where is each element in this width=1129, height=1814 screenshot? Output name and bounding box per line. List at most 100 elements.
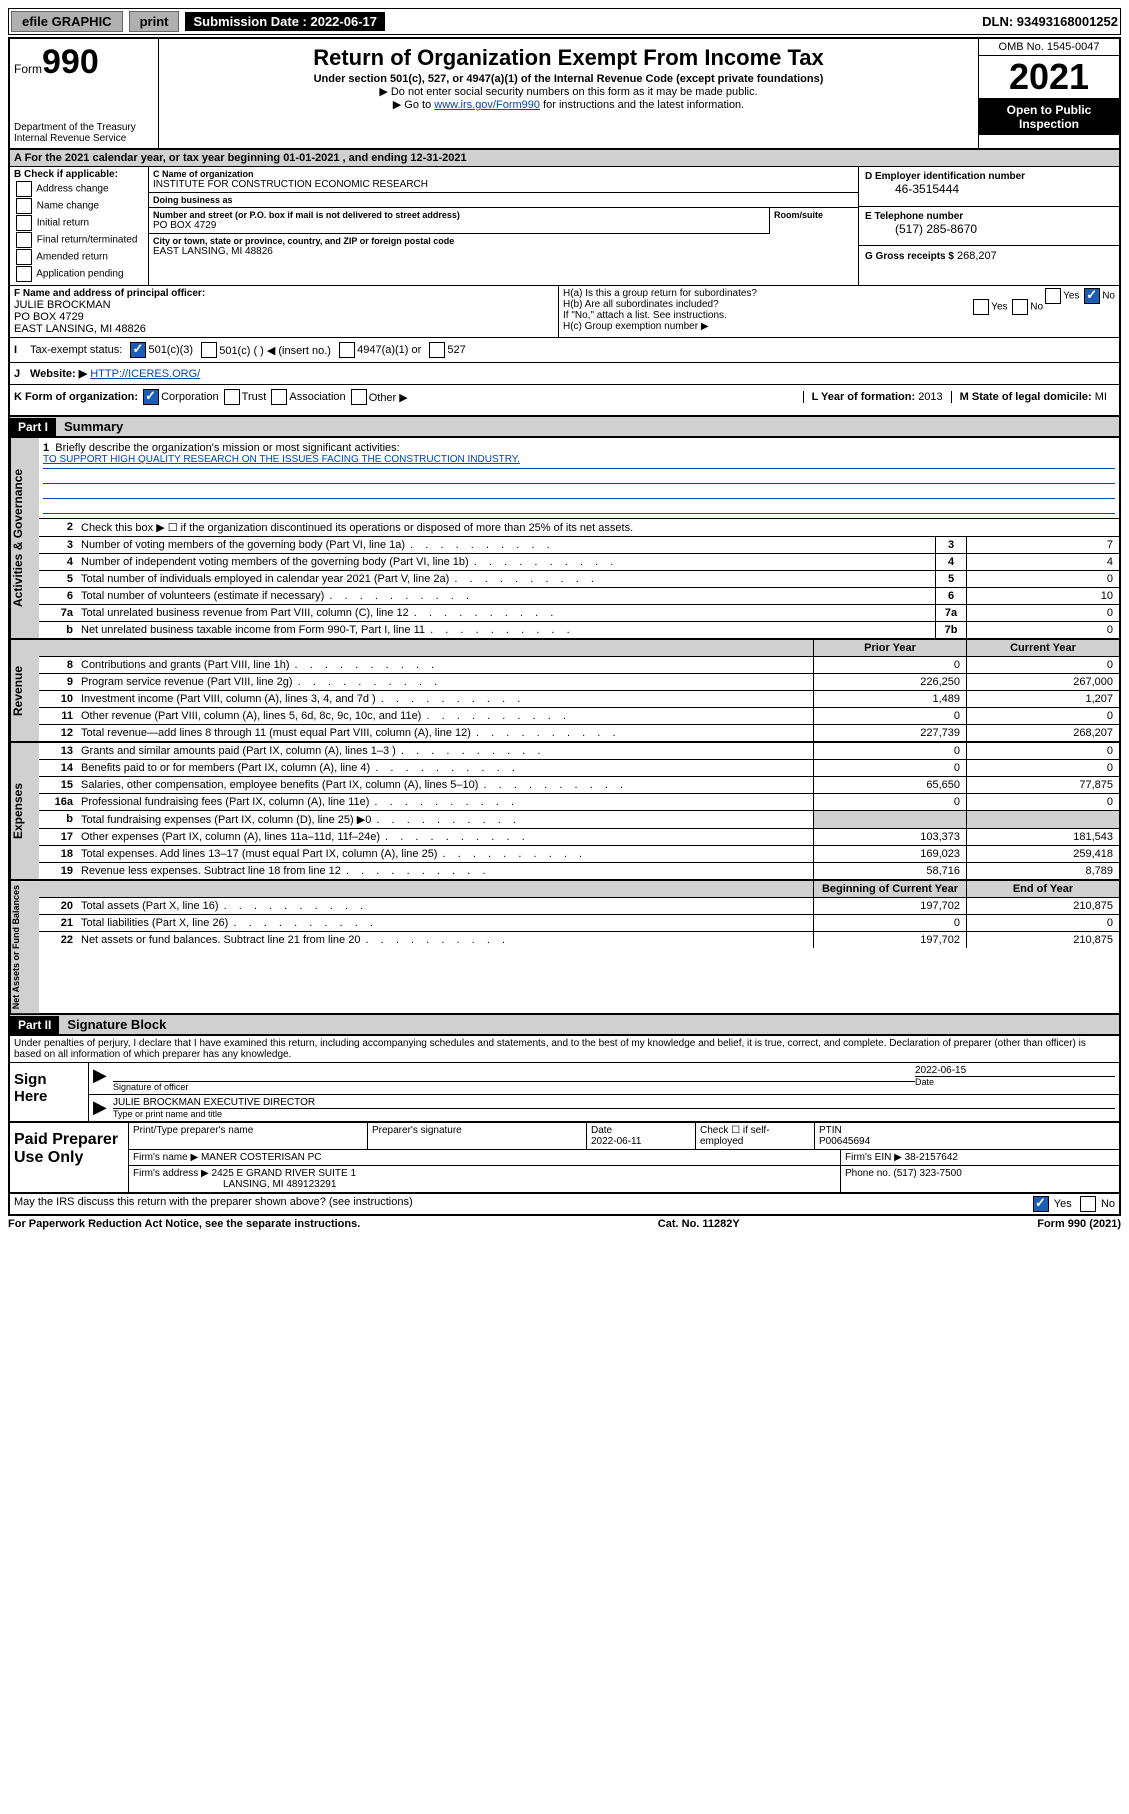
- hdr-beg: Beginning of Current Year: [813, 881, 966, 897]
- net-tab: Net Assets or Fund Balances: [10, 881, 39, 1013]
- officer-label: F Name and address of principal officer:: [14, 288, 554, 299]
- dba-label: Doing business as: [153, 195, 854, 205]
- mission-block: 1 Briefly describe the organization's mi…: [39, 438, 1119, 519]
- chk-501c[interactable]: [201, 342, 217, 358]
- street-label: Number and street (or P.O. box if mail i…: [153, 210, 765, 220]
- efile-button[interactable]: efile GRAPHIC: [11, 11, 123, 32]
- footer-discuss: May the IRS discuss this return with the…: [8, 1194, 1121, 1216]
- gross-value: 268,207: [957, 250, 997, 262]
- officer-addr1: PO BOX 4729: [14, 311, 554, 323]
- form-org-label: K Form of organization:: [14, 391, 138, 403]
- preparer-label: Paid Preparer Use Only: [10, 1123, 129, 1192]
- line-2: 2Check this box ▶ ☐ if the organization …: [39, 519, 1119, 537]
- chk-name-change[interactable]: Name change: [14, 198, 144, 214]
- prep-sig-hdr: Preparer's signature: [368, 1123, 587, 1149]
- chk-trust[interactable]: [224, 389, 240, 405]
- exp-line-b: bTotal fundraising expenses (Part IX, co…: [39, 811, 1119, 829]
- form990-link[interactable]: www.irs.gov/Form990: [434, 99, 540, 111]
- discuss-no[interactable]: [1080, 1196, 1096, 1212]
- open-to-public: Open to Public Inspection: [979, 99, 1119, 135]
- website-link[interactable]: HTTP://ICERES.ORG/: [90, 368, 200, 380]
- rev-tab: Revenue: [10, 640, 39, 741]
- part2-header: Part II Signature Block: [8, 1015, 1121, 1036]
- hc-label: H(c) Group exemption number ▶: [563, 321, 1115, 332]
- dln: DLN: 93493168001252: [982, 14, 1118, 29]
- year-formation: 2013: [918, 391, 942, 403]
- exp-line-15: 15Salaries, other compensation, employee…: [39, 777, 1119, 794]
- chk-final-return[interactable]: Final return/terminated: [14, 232, 144, 248]
- discuss-yes[interactable]: [1033, 1196, 1049, 1212]
- arrow-icon: ▶: [93, 1065, 113, 1092]
- gov-line-6: 6Total number of volunteers (estimate if…: [39, 588, 1119, 605]
- prep-date: 2022-06-11: [591, 1136, 641, 1147]
- chk-527[interactable]: [429, 342, 445, 358]
- tax-year: 2021: [979, 56, 1119, 99]
- hdr-prior: Prior Year: [813, 640, 966, 656]
- preparer-block: Paid Preparer Use Only Print/Type prepar…: [8, 1123, 1121, 1194]
- part1-header: Part I Summary: [8, 417, 1121, 438]
- chk-amended[interactable]: Amended return: [14, 249, 144, 265]
- part1-title: Summary: [56, 417, 131, 436]
- sig-date-label: Date: [915, 1076, 1115, 1087]
- form-header: Form990 Department of the Treasury Inter…: [8, 37, 1121, 150]
- org-name: INSTITUTE FOR CONSTRUCTION ECONOMIC RESE…: [153, 179, 854, 190]
- pra-notice: For Paperwork Reduction Act Notice, see …: [8, 1218, 360, 1230]
- ha-label: H(a) Is this a group return for subordin…: [563, 288, 757, 299]
- chk-4947[interactable]: [339, 342, 355, 358]
- gov-tab: Activities & Governance: [10, 438, 39, 638]
- sub3-pre: ▶ Go to: [393, 99, 434, 111]
- net-line-20: 20Total assets (Part X, line 16)197,7022…: [39, 898, 1119, 915]
- sig-officer-label: Signature of officer: [113, 1081, 915, 1092]
- print-button[interactable]: print: [129, 11, 180, 32]
- expenses-section: Expenses 13Grants and similar amounts pa…: [8, 743, 1121, 881]
- form-number: 990: [42, 43, 99, 81]
- row-fh: F Name and address of principal officer:…: [8, 286, 1121, 338]
- signature-block: Under penalties of perjury, I declare th…: [8, 1036, 1121, 1123]
- ha-no[interactable]: [1084, 288, 1100, 304]
- firm-phone: (517) 323-7500: [893, 1168, 961, 1179]
- ha-yes[interactable]: [1045, 288, 1061, 304]
- gov-line-7a: 7aTotal unrelated business revenue from …: [39, 605, 1119, 622]
- org-name-label: C Name of organization: [153, 169, 854, 179]
- sig-name-label: Type or print name and title: [113, 1108, 1115, 1119]
- hb-yes[interactable]: [973, 299, 989, 315]
- row-j: J Website: ▶ HTTP://ICERES.ORG/: [8, 363, 1121, 385]
- chk-initial-return[interactable]: Initial return: [14, 215, 144, 231]
- city-label: City or town, state or province, country…: [153, 236, 854, 246]
- hb-no[interactable]: [1012, 299, 1028, 315]
- chk-501c3[interactable]: [130, 342, 146, 358]
- gov-line-4: 4Number of independent voting members of…: [39, 554, 1119, 571]
- chk-other[interactable]: [351, 389, 367, 405]
- irs-label: Internal Revenue Service: [14, 133, 154, 144]
- chk-corp[interactable]: [143, 389, 159, 405]
- section-c: C Name of organization INSTITUTE FOR CON…: [149, 167, 858, 285]
- ptin: P00645694: [819, 1136, 870, 1147]
- section-b: B Check if applicable: Address change Na…: [10, 167, 149, 285]
- section-f: F Name and address of principal officer:…: [10, 286, 559, 337]
- exp-line-18: 18Total expenses. Add lines 13–17 (must …: [39, 846, 1119, 863]
- header-sub2: ▶ Do not enter social security numbers o…: [163, 85, 974, 98]
- ein-value: 46-3515444: [865, 182, 1113, 196]
- omb-number: OMB No. 1545-0047: [979, 39, 1119, 56]
- street-value: PO BOX 4729: [153, 220, 765, 231]
- state-domicile: MI: [1095, 391, 1107, 403]
- rev-line-10: 10Investment income (Part VIII, column (…: [39, 691, 1119, 708]
- header-sub1: Under section 501(c), 527, or 4947(a)(1)…: [163, 73, 974, 85]
- gov-line-b: bNet unrelated business taxable income f…: [39, 622, 1119, 638]
- mission-text: TO SUPPORT HIGH QUALITY RESEARCH ON THE …: [43, 454, 1115, 469]
- chk-address-change[interactable]: Address change: [14, 181, 144, 197]
- chk-app-pending[interactable]: Application pending: [14, 266, 144, 282]
- net-header: Beginning of Current Year End of Year: [39, 881, 1119, 898]
- gross-label: G Gross receipts $: [865, 251, 954, 262]
- firm-name: MANER COSTERISAN PC: [201, 1152, 322, 1163]
- officer-addr2: EAST LANSING, MI 48826: [14, 323, 554, 335]
- chk-assoc[interactable]: [271, 389, 287, 405]
- rev-line-9: 9Program service revenue (Part VIII, lin…: [39, 674, 1119, 691]
- sig-name: JULIE BROCKMAN EXECUTIVE DIRECTOR: [113, 1097, 1115, 1108]
- top-bar: efile GRAPHIC print Submission Date : 20…: [8, 8, 1121, 35]
- header-right: OMB No. 1545-0047 2021 Open to Public In…: [978, 39, 1119, 148]
- website-label: Website: ▶: [30, 367, 87, 380]
- hb-label: H(b) Are all subordinates included?: [563, 299, 719, 310]
- net-assets-section: Net Assets or Fund Balances Beginning of…: [8, 881, 1121, 1015]
- exp-line-16a: 16aProfessional fundraising fees (Part I…: [39, 794, 1119, 811]
